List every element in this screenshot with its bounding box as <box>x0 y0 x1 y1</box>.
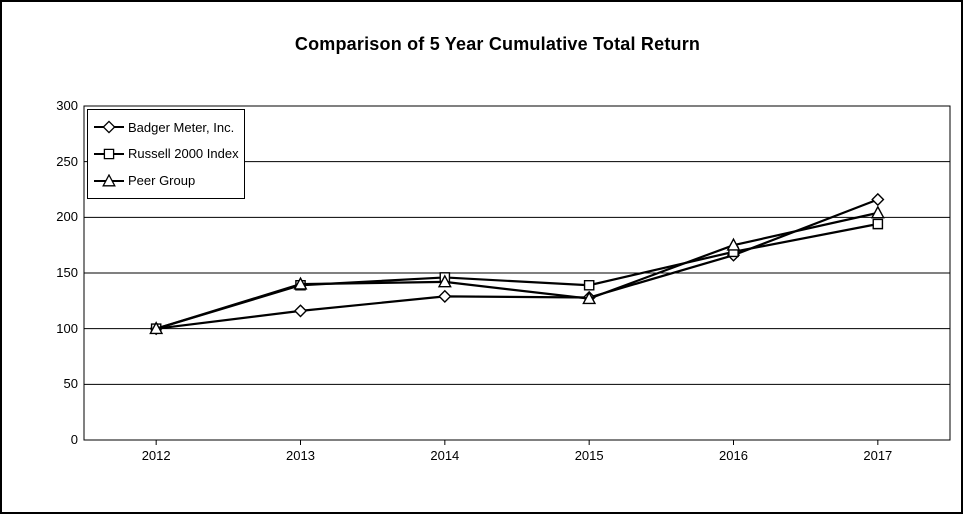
legend-label-peer-group: Peer Group <box>128 173 196 189</box>
plot-frame <box>83 105 951 441</box>
marker-badger-meter-inc-2017 <box>871 192 885 207</box>
marker-russell-2000-index-2017 <box>872 218 884 230</box>
legend-item-russell-2000-index: Russell 2000 Index <box>93 141 244 167</box>
chart-title: Comparison of 5 Year Cumulative Total Re… <box>294 34 701 54</box>
x-axis-label-2013: 2013 <box>286 448 315 463</box>
y-axis-label-50: 50 <box>63 376 78 392</box>
marker-badger-meter-inc-2014 <box>438 289 452 303</box>
square-marker-icon <box>94 148 124 160</box>
marker-badger-meter-inc-2013 <box>293 304 308 318</box>
triangle-marker-icon <box>94 173 124 187</box>
x-axis-label-2012: 2012 <box>141 448 171 463</box>
x-axis-label-2015: 2015 <box>574 448 604 463</box>
legend: Badger Meter, Inc. Russell 2000 Index Peer… <box>87 109 245 199</box>
legend-label-badger-meter-inc: Badger Meter, Inc. <box>128 119 235 135</box>
y-axis-label-0: 0 <box>70 432 78 447</box>
marker-peer-group-2016 <box>726 237 741 251</box>
y-axis-label-200: 200 <box>56 209 78 225</box>
legend-item-peer-group: Peer Group <box>93 168 244 194</box>
marker-peer-group-2017 <box>870 205 885 219</box>
y-axis-label-300: 300 <box>56 98 78 113</box>
legend-label-russell-2000-index: Russell 2000 Index <box>128 146 239 162</box>
y-axis-label-150: 150 <box>56 265 78 280</box>
x-axis-label-2014: 2014 <box>430 448 460 463</box>
legend-item-badger-meter-inc: Badger Meter, Inc. <box>93 114 244 140</box>
diamond-marker-icon <box>94 120 124 134</box>
marker-peer-group-2012 <box>149 321 164 335</box>
y-axis-label-100: 100 <box>56 320 78 336</box>
x-axis-label-2017: 2017 <box>863 448 893 463</box>
marker-peer-group-2014 <box>437 274 452 288</box>
series-line-russell-2000-index <box>155 222 879 330</box>
y-axis-label-250: 250 <box>56 153 78 169</box>
marker-peer-group-2015 <box>582 291 597 305</box>
series-line-peer-group <box>155 211 879 330</box>
x-axis-label-2016: 2016 <box>719 448 748 463</box>
marker-russell-2000-index-2015 <box>583 279 595 291</box>
marker-peer-group-2013 <box>293 276 308 290</box>
series-line-badger-meter-inc <box>156 198 879 330</box>
